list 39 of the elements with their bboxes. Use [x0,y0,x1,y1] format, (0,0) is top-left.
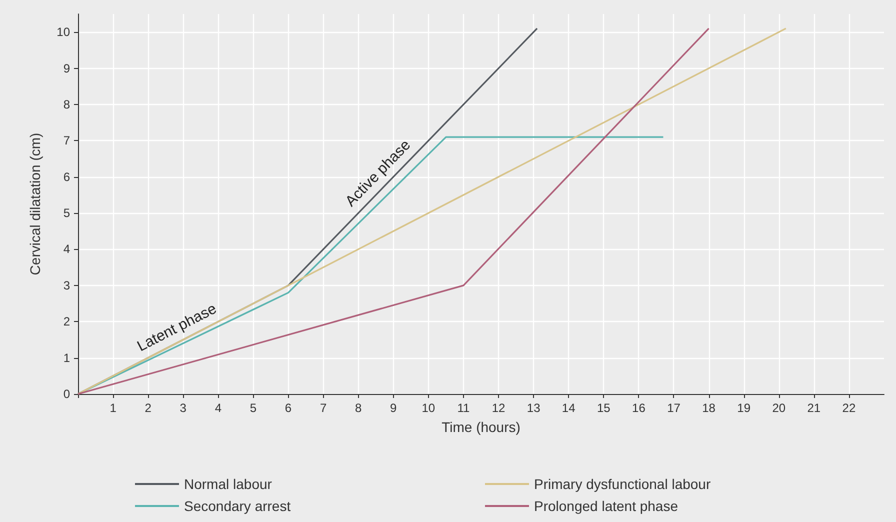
x-tick-label: 8 [355,401,362,415]
y-tick-label: 10 [56,25,70,40]
x-tick-label: 2 [144,401,152,415]
x-axis-title: Time (hours) [442,419,520,435]
x-tick-label: 5 [250,401,257,415]
y-tick-label: 7 [63,134,70,148]
x-tick-label: 4 [214,401,222,415]
legend-label: Secondary arrest [184,498,291,514]
legend-label: Primary dysfunctional labour [534,476,711,492]
y-tick-label: 1 [63,350,70,365]
y-tick-label: 3 [63,278,70,292]
y-tick-label: 0 [63,387,70,401]
x-tick-label: 21 [807,401,821,415]
x-tick-label: 18 [702,401,716,415]
legend-label: Prolonged latent phase [534,498,678,514]
x-tick-label: 9 [390,401,398,415]
y-tick-label: 6 [63,170,70,184]
x-tick-label: 19 [737,401,751,415]
y-tick-label: 5 [63,206,70,220]
legend-label: Normal labour [184,476,272,492]
x-tick-label: 10 [422,401,436,415]
y-tick-label: 8 [63,97,70,112]
y-tick-label: 4 [63,242,70,256]
x-tick-label: 7 [320,401,327,415]
x-tick-label: 13 [526,401,541,415]
x-tick-label: 6 [284,401,292,415]
x-tick-label: 11 [457,401,470,415]
x-tick-label: 1 [110,401,117,415]
x-tick-label: 14 [562,401,576,415]
x-tick-label: 15 [596,401,611,415]
y-tick-label: 2 [63,314,70,329]
x-tick-label: 20 [772,401,786,415]
x-tick-label: 22 [842,401,856,415]
y-tick-label: 9 [63,61,70,76]
x-tick-label: 3 [180,401,187,415]
x-tick-label: 16 [632,401,646,415]
x-tick-label: 17 [667,401,681,415]
x-tick-label: 12 [492,401,506,415]
y-axis-title: Cervical dilatation (cm) [27,132,43,276]
